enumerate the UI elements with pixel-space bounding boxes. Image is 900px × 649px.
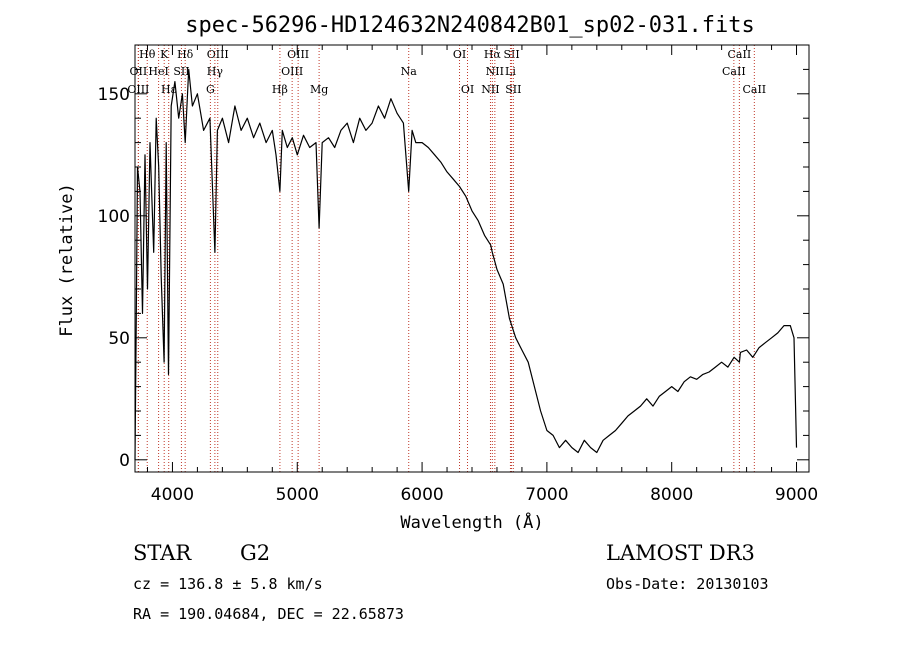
spectral-line-label: Hθ bbox=[139, 48, 156, 61]
spectral-line-label: Hα bbox=[484, 48, 502, 61]
x-tick-label: 6000 bbox=[400, 485, 443, 505]
object-class: STAR bbox=[133, 541, 192, 565]
spectral-line-label: CaII bbox=[722, 65, 746, 78]
y-axis-label: Flux (relative) bbox=[57, 183, 77, 337]
spectral-line-label: Hδ bbox=[177, 48, 194, 61]
spectral-line-label: HeI bbox=[148, 65, 168, 78]
x-tick-label: 5000 bbox=[276, 485, 319, 505]
spectral-line-label: NII bbox=[486, 65, 504, 78]
spectral-line-label: Hβ bbox=[272, 83, 288, 96]
y-tick-label: 50 bbox=[108, 329, 130, 349]
y-tick-label: 150 bbox=[98, 85, 130, 105]
spectrum-line bbox=[134, 68, 798, 460]
spectral-line-label: OIII bbox=[207, 48, 229, 61]
y-tick-label: 0 bbox=[119, 451, 130, 471]
x-tick-label: 9000 bbox=[775, 485, 818, 505]
spectral-line-label: OIII bbox=[127, 83, 149, 96]
spectral-line-label: SII bbox=[503, 48, 519, 61]
spectral-line-label: CaII bbox=[742, 83, 766, 96]
y-tick-label: 100 bbox=[98, 207, 130, 227]
spectral-line-label: Hγ bbox=[207, 65, 224, 78]
spectral-line-label: SII bbox=[505, 83, 521, 96]
spectral-line-label: OIII bbox=[281, 65, 303, 78]
spectral-line-label: CaII bbox=[728, 48, 752, 61]
x-tick-label: 7000 bbox=[525, 485, 568, 505]
axis-ticks: 4000 5000 6000 7000 8000 9000 0 50 100 150 bbox=[98, 44, 818, 505]
spectral-line-label: SII bbox=[173, 65, 189, 78]
x-tick-label: 8000 bbox=[650, 485, 693, 505]
object-subclass: G2 bbox=[240, 541, 270, 565]
survey-name: LAMOST DR3 bbox=[606, 541, 755, 565]
x-axis-label: Wavelength (Å) bbox=[400, 511, 543, 533]
spectral-line-label: K bbox=[160, 48, 169, 61]
x-tick-label: 4000 bbox=[151, 485, 194, 505]
spectral-line-label: G bbox=[206, 83, 215, 96]
obs-date: Obs-Date: 20130103 bbox=[606, 575, 769, 593]
spectral-line-label: OIII bbox=[287, 48, 309, 61]
spectral-line-label: OI bbox=[461, 83, 474, 96]
spectral-line-label: OII bbox=[130, 65, 148, 78]
spectral-line-label: Na bbox=[401, 65, 418, 78]
coordinates: RA = 190.04684, DEC = 22.65873 bbox=[133, 605, 404, 623]
spectral-line-label: NII bbox=[481, 83, 499, 96]
spectral-line-label: Mg bbox=[310, 83, 328, 96]
spectral-line-label: OI bbox=[453, 48, 466, 61]
redshift-cz: cz = 136.8 ± 5.8 km/s bbox=[133, 575, 323, 593]
spectrum-series bbox=[134, 68, 798, 460]
chart-title: spec-56296-HD124632N240842B01_sp02-031.f… bbox=[185, 13, 755, 38]
spectral-line-label: Li bbox=[505, 65, 516, 78]
